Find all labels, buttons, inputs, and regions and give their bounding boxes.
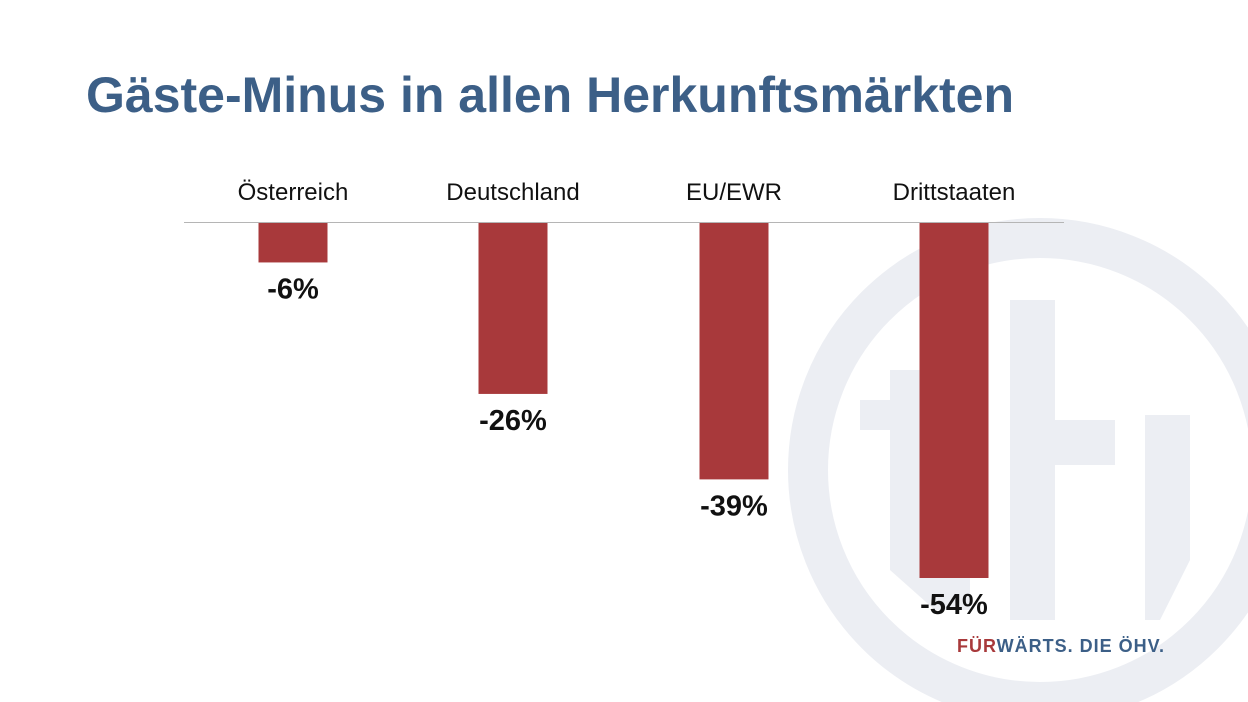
category-label-drittstaaten: Drittstaaten [893,179,1016,206]
value-label-deutschland: -26% [479,405,547,437]
category-label-deutschland: Deutschland [446,179,579,206]
bar-oesterreich [258,223,328,263]
tagline-part-1: FÜR [957,636,997,656]
category-label-eu-ewr: EU/EWR [686,179,782,206]
category-label-oesterreich: Österreich [238,179,349,206]
tagline: FÜRWÄRTS. DIE ÖHV. [957,636,1165,657]
value-label-oesterreich: -6% [267,273,319,305]
value-label-eu-ewr: -39% [700,490,768,522]
tagline-part-2: WÄRTS. DIE ÖHV. [996,636,1166,656]
bar-eu-ewr [699,223,769,480]
bar-drittstaaten [919,223,989,578]
page-title: Gäste-Minus in allen Herkunftsmärkten [86,67,1015,123]
bar-deutschland [478,223,548,394]
value-label-drittstaaten: -54% [920,589,988,621]
